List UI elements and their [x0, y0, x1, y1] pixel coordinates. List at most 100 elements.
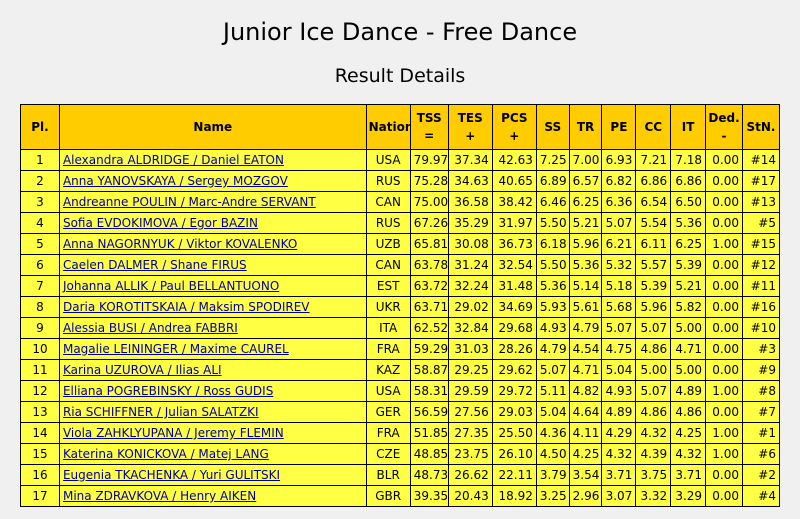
skater-name-link[interactable]: Daria KOROTITSKAIA / Maksim SPODIREV [62, 300, 310, 314]
nation-cell: ITA [365, 317, 411, 339]
skater-name-link[interactable]: Anna NAGORNYUK / Viktor KOVALENKO [62, 237, 298, 251]
pe-cell: 4.93 [601, 380, 637, 402]
nation-cell: CAN [365, 254, 411, 276]
ss-cell: 6.18 [535, 233, 570, 255]
skater-name-link[interactable]: Magalie LEININGER / Maxime CAUREL [62, 342, 289, 356]
results-body: 1 Alexandra ALDRIDGE / Daniel EATON USA 79.… [20, 149, 781, 507]
deduction-cell: 0.00 [705, 296, 743, 318]
pcs-cell: 26.10 [491, 443, 537, 465]
cc-cell: 5.07 [635, 317, 672, 339]
tes-cell: 32.84 [447, 317, 493, 339]
start-number-cell: #6 [741, 443, 781, 465]
table-row: 7 Johanna ALLIK / Paul BELLANTUONO EST 63.7… [20, 275, 781, 297]
start-number-cell: #16 [741, 296, 781, 318]
header-ss: SS [535, 104, 570, 150]
place-cell: 1 [20, 149, 60, 171]
skater-name-link[interactable]: Anna YANOVSKAYA / Sergey MOZGOV [62, 174, 288, 188]
skater-name-cell: Caelen DALMER / Shane FIRUS [58, 254, 367, 276]
tr-cell: 4.71 [568, 359, 603, 381]
skater-name-link[interactable]: Elliana POGREBINSKY / Ross GUDIS [62, 384, 274, 398]
ss-cell: 4.50 [535, 443, 570, 465]
place-cell: 11 [20, 359, 60, 381]
start-number-cell: #11 [741, 275, 781, 297]
place-cell: 6 [20, 254, 60, 276]
pe-cell: 5.07 [601, 212, 637, 234]
skater-name-link[interactable]: Karina UZUROVA / Ilias ALI [62, 363, 222, 377]
nation-cell: RUS [365, 212, 411, 234]
cc-cell: 7.21 [635, 149, 672, 171]
skater-name-link[interactable]: Alessia BUSI / Andrea FABBRI [62, 321, 238, 335]
tr-cell: 3.54 [568, 464, 603, 486]
skater-name-link[interactable]: Sofia EVDOKIMOVA / Egor BAZIN [62, 216, 258, 230]
tes-cell: 27.56 [447, 401, 493, 423]
place-cell: 7 [20, 275, 60, 297]
tss-cell: 58.31 [409, 380, 449, 402]
nation-cell: UKR [365, 296, 411, 318]
start-number-cell: #4 [741, 485, 781, 507]
ss-cell: 5.50 [535, 212, 570, 234]
ss-cell: 3.25 [535, 485, 570, 507]
cc-cell: 5.07 [635, 380, 672, 402]
start-number-cell: #13 [741, 191, 781, 213]
pcs-cell: 32.54 [491, 254, 537, 276]
deduction-cell: 0.00 [705, 485, 743, 507]
skater-name-cell: Karina UZUROVA / Ilias ALI [58, 359, 367, 381]
place-cell: 14 [20, 422, 60, 444]
header-cc: CC [635, 104, 672, 150]
start-number-cell: #9 [741, 359, 781, 381]
it-cell: 4.25 [670, 422, 707, 444]
tr-cell: 5.21 [568, 212, 603, 234]
pe-cell: 5.07 [601, 317, 637, 339]
pcs-cell: 31.97 [491, 212, 537, 234]
start-number-cell: #1 [741, 422, 781, 444]
tes-cell: 27.35 [447, 422, 493, 444]
tr-cell: 6.57 [568, 170, 603, 192]
it-cell: 6.25 [670, 233, 707, 255]
table-header-row: Pl. Name Nation TSS = TES + PCS + SS TR PE … [20, 104, 781, 150]
ss-cell: 7.25 [535, 149, 570, 171]
pe-cell: 4.89 [601, 401, 637, 423]
skater-name-link[interactable]: Mina ZDRAVKOVA / Henry AIKEN [62, 489, 257, 503]
tes-cell: 37.34 [447, 149, 493, 171]
place-cell: 15 [20, 443, 60, 465]
pcs-cell: 36.73 [491, 233, 537, 255]
tss-cell: 51.85 [409, 422, 449, 444]
it-cell: 6.50 [670, 191, 707, 213]
skater-name-link[interactable]: Johanna ALLIK / Paul BELLANTUONO [62, 279, 280, 293]
ss-cell: 5.07 [535, 359, 570, 381]
deduction-cell: 0.00 [705, 191, 743, 213]
skater-name-link[interactable]: Viola ZAHKLYUPANA / Jeremy FLEMIN [62, 426, 284, 440]
tes-cell: 35.29 [447, 212, 493, 234]
skater-name-link[interactable]: Caelen DALMER / Shane FIRUS [62, 258, 247, 272]
table-row: 1 Alexandra ALDRIDGE / Daniel EATON USA 79.… [20, 149, 781, 171]
pe-cell: 5.68 [601, 296, 637, 318]
tss-cell: 62.52 [409, 317, 449, 339]
skater-name-cell: Eugenia TKACHENKA / Yuri GULITSKI [58, 464, 367, 486]
ss-cell: 4.93 [535, 317, 570, 339]
tss-cell: 75.28 [409, 170, 449, 192]
tr-cell: 5.36 [568, 254, 603, 276]
results-table: Pl. Name Nation TSS = TES + PCS + SS TR PE … [20, 104, 781, 507]
table-row: 14 Viola ZAHKLYUPANA / Jeremy FLEMIN FRA 51… [20, 422, 781, 444]
skater-name-link[interactable]: Alexandra ALDRIDGE / Daniel EATON [62, 153, 284, 167]
ss-cell: 5.36 [535, 275, 570, 297]
table-row: 3 Andreanne POULIN / Marc-Andre SERVANT CA… [20, 191, 781, 213]
header-pcs: PCS + [491, 104, 537, 150]
pe-cell: 5.32 [601, 254, 637, 276]
skater-name-link[interactable]: Ria SCHIFFNER / Julian SALATZKI [62, 405, 259, 419]
skater-name-cell: Anna YANOVSKAYA / Sergey MOZGOV [58, 170, 367, 192]
header-nation: Nation [365, 104, 411, 150]
tr-cell: 6.25 [568, 191, 603, 213]
tes-cell: 20.43 [447, 485, 493, 507]
pcs-cell: 22.11 [491, 464, 537, 486]
header-place: Pl. [20, 104, 60, 150]
skater-name-link[interactable]: Eugenia TKACHENKA / Yuri GULITSKI [62, 468, 281, 482]
cc-cell: 3.75 [635, 464, 672, 486]
table-row: 4 Sofia EVDOKIMOVA / Egor BAZIN RUS 67.26 35… [20, 212, 781, 234]
tes-cell: 31.24 [447, 254, 493, 276]
cc-cell: 5.96 [635, 296, 672, 318]
tr-cell: 4.64 [568, 401, 603, 423]
page-title: Junior Ice Dance - Free Dance [222, 18, 578, 46]
skater-name-link[interactable]: Andreanne POULIN / Marc-Andre SERVANT [62, 195, 316, 209]
skater-name-link[interactable]: Katerina KONICKOVA / Matej LANG [62, 447, 269, 461]
